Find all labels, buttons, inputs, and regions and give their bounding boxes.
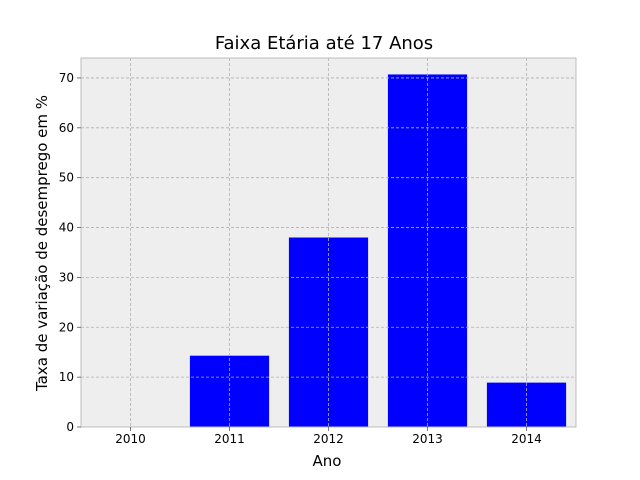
y-tick-label: 40	[59, 221, 74, 235]
chart-title: Faixa Etária até 17 Anos	[215, 33, 433, 54]
x-tick-label: 2013	[412, 432, 443, 446]
grid	[81, 58, 576, 428]
y-tick-label: 10	[59, 370, 74, 384]
x-tick-label: 2010	[115, 432, 146, 446]
y-tick-label: 30	[59, 270, 74, 284]
y-tick-label: 50	[59, 171, 74, 185]
x-tick-label: 2012	[313, 432, 344, 446]
bar-2011	[189, 355, 270, 427]
ticks: 0 10 20 30 40 50 60 70 2010 2011 2012 2013 2014	[59, 71, 542, 446]
y-tick-label: 70	[59, 71, 74, 85]
y-axis-label: Taxa de variação de desemprego em %	[33, 95, 51, 392]
x-tick-label: 2014	[511, 432, 542, 446]
y-tick-label: 0	[66, 420, 74, 434]
x-tick-label: 2011	[214, 432, 245, 446]
y-tick-label: 60	[59, 121, 74, 135]
x-axis-label: Ano	[313, 452, 342, 470]
y-tick-label: 20	[59, 320, 74, 334]
